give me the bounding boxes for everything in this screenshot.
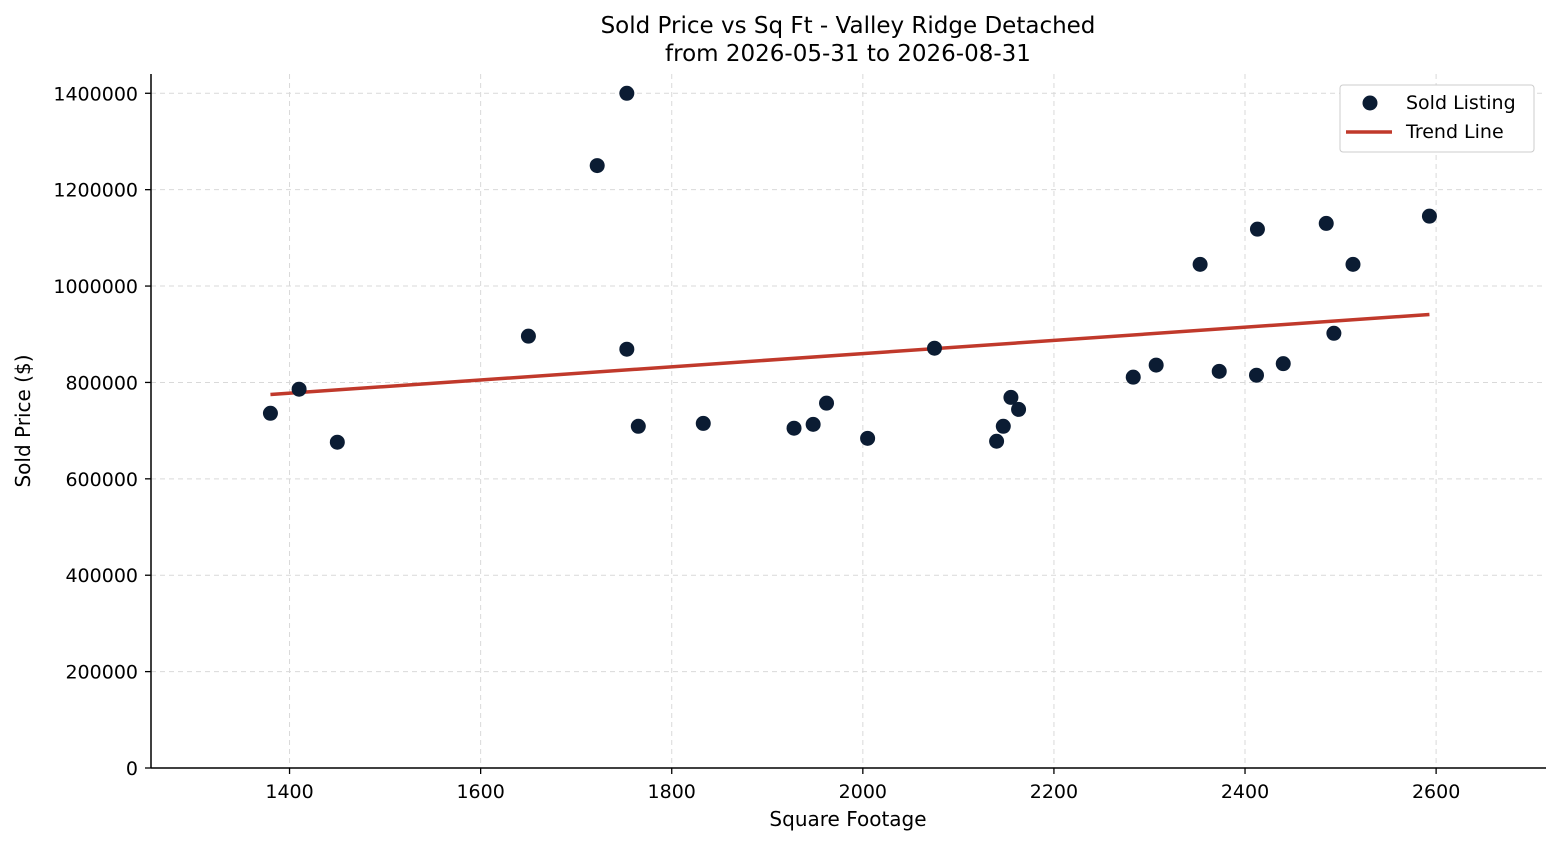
y-tick-label: 0 bbox=[126, 758, 138, 780]
scatter-point bbox=[819, 395, 835, 411]
scatter-point bbox=[1148, 357, 1164, 373]
y-tick-label: 1200000 bbox=[53, 180, 138, 202]
y-tick-label: 400000 bbox=[65, 565, 138, 587]
scatter-point bbox=[1421, 208, 1437, 224]
scatter-point bbox=[1003, 389, 1019, 405]
scatter-point bbox=[1318, 215, 1334, 231]
scatter-point bbox=[860, 430, 876, 446]
chart-title: Sold Price vs Sq Ft - Valley Ridge Detac… bbox=[601, 13, 1096, 39]
scatter-point bbox=[291, 381, 307, 397]
y-tick-label: 200000 bbox=[65, 662, 138, 684]
scatter-point bbox=[989, 433, 1005, 449]
scatter-point bbox=[1249, 221, 1265, 237]
scatter-point bbox=[1326, 325, 1342, 341]
scatter-point bbox=[1011, 401, 1027, 417]
legend-marker-sold-listing bbox=[1362, 95, 1378, 111]
x-tick-label: 1400 bbox=[265, 781, 313, 803]
scatter-point bbox=[805, 416, 821, 432]
scatter-point bbox=[1211, 363, 1227, 379]
scatter-point bbox=[1125, 369, 1141, 385]
y-tick-label: 1000000 bbox=[53, 276, 138, 298]
scatter-point bbox=[1345, 256, 1361, 272]
tick-labels: 1400 1600 1800 2000 2200 2400 2600 0 200000 40000… bbox=[53, 83, 1460, 803]
scatter-point bbox=[786, 420, 802, 436]
scatter-point bbox=[630, 418, 646, 434]
scatter-point bbox=[619, 341, 635, 357]
trend-line bbox=[270, 312, 1430, 397]
scatter-point bbox=[1248, 367, 1264, 383]
points-layer bbox=[262, 85, 1437, 450]
y-axis-label: Sold Price ($) bbox=[11, 354, 35, 487]
legend: Sold Listing Trend Line bbox=[1339, 84, 1535, 153]
y-tick-label: 800000 bbox=[65, 372, 138, 394]
scatter-point bbox=[520, 328, 536, 344]
x-tick-label: 1600 bbox=[456, 781, 504, 803]
scatter-point bbox=[329, 434, 345, 450]
scatter-point bbox=[926, 340, 942, 356]
x-tick-label: 2400 bbox=[1221, 781, 1269, 803]
scatter-point bbox=[619, 85, 635, 101]
x-tick-label: 2200 bbox=[1030, 781, 1078, 803]
scatter-point bbox=[262, 405, 278, 421]
x-tick-label: 2600 bbox=[1412, 781, 1460, 803]
scatter-point bbox=[1275, 356, 1291, 372]
axes bbox=[150, 74, 1546, 769]
legend-label-trend-line: Trend Line bbox=[1405, 121, 1504, 143]
legend-label-sold-listing: Sold Listing bbox=[1406, 92, 1516, 114]
scatter-point bbox=[1192, 256, 1208, 272]
scatter-point bbox=[695, 415, 711, 431]
y-tick-label: 600000 bbox=[65, 469, 138, 491]
legend-box bbox=[1339, 84, 1535, 153]
scatter-point bbox=[995, 418, 1011, 434]
grid-lines bbox=[151, 74, 1546, 768]
scatter-point bbox=[589, 158, 605, 174]
x-axis-label: Square Footage bbox=[769, 807, 926, 831]
trend-layer bbox=[270, 312, 1430, 397]
chart-subtitle: from 2026-05-31 to 2026-08-31 bbox=[665, 41, 1031, 67]
x-tick-label: 2000 bbox=[839, 781, 887, 803]
x-tick-label: 1800 bbox=[648, 781, 696, 803]
y-tick-label: 1400000 bbox=[53, 83, 138, 105]
